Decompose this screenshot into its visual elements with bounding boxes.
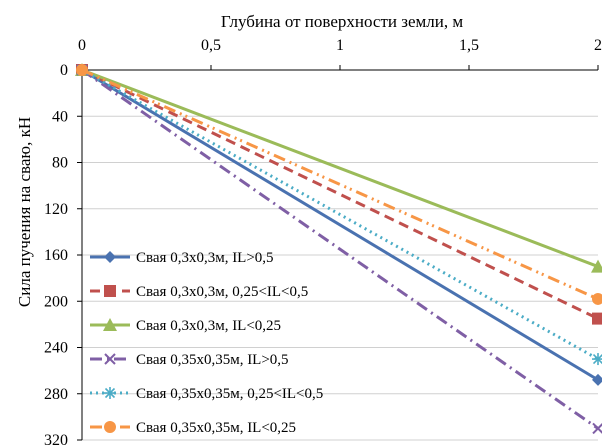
y-tick-label: 80: [52, 155, 68, 172]
legend-label-0: Свая 0,3х0,3м, IL>0,5: [136, 250, 274, 266]
legend-marker-0: [104, 251, 116, 263]
legend-marker-2: [103, 318, 117, 331]
axes: [77, 65, 599, 441]
series-line-4: [81, 68, 599, 361]
x-tick-labels: 0 0,5 1 1,5 2: [78, 37, 602, 54]
data-point-2-1: [591, 259, 602, 273]
data-point-1-1: [592, 312, 602, 325]
series-line-1: [81, 68, 599, 320]
data-point-3-1: [592, 422, 602, 435]
gridlines: [82, 115, 598, 441]
legend-label-5: Свая 0,35х0,35м, IL<0,25: [136, 420, 296, 436]
legend-marker-1: [104, 285, 116, 297]
data-point-0-1: [592, 373, 602, 386]
x-tick-label: 2: [594, 37, 602, 54]
x-tick-label: 1,5: [459, 37, 479, 54]
y-tick-label: 120: [44, 201, 68, 218]
legend-label-3: Свая 0,35х0,35м, IL>0,5: [136, 352, 289, 368]
legend-label-4: Свая 0,35х0,35м, 0,25<IL<0,5: [136, 386, 323, 402]
x-tick-label: 1: [336, 37, 344, 54]
x-tick-label: 0: [78, 37, 86, 54]
y-tick-label: 200: [44, 293, 68, 310]
legend-marker-4: [104, 387, 116, 399]
y-tick-label: 320: [44, 432, 68, 446]
legend: Свая 0,3х0,3м, IL>0,5 Свая 0,3х0,3м, 0,25…: [90, 250, 323, 436]
x-axis-title: Глубина от поверхности земли, м: [221, 12, 463, 31]
series-line-5: [81, 68, 599, 301]
series-line-0: [81, 68, 599, 382]
data-point-5-1: [592, 292, 602, 305]
y-tick-label: 240: [44, 340, 68, 357]
x-tick-label: 0,5: [201, 37, 221, 54]
legend-marker-3: [104, 353, 116, 365]
y-tick-label: 160: [44, 247, 68, 264]
series-line-3: [81, 68, 599, 430]
legend-label-1: Свая 0,3х0,3м, 0,25<IL<0,5: [136, 284, 308, 300]
data-point-4-1: [592, 353, 602, 366]
series-lines: [75, 63, 602, 435]
legend-label-2: Свая 0,3х0,3м, IL<0,25: [136, 318, 281, 334]
y-axis-title: Сила пучения на сваю, кН: [15, 117, 34, 307]
legend-marker-5: [104, 421, 116, 433]
y-tick-label: 280: [44, 386, 68, 403]
y-tick-label: 40: [52, 108, 68, 125]
y-tick-label: 0: [60, 62, 68, 79]
data-point-5-0: [76, 64, 88, 76]
y-tick-labels: 0 40 80 120 160 200 240 280 320: [44, 62, 68, 446]
series-line-2: [81, 68, 599, 268]
